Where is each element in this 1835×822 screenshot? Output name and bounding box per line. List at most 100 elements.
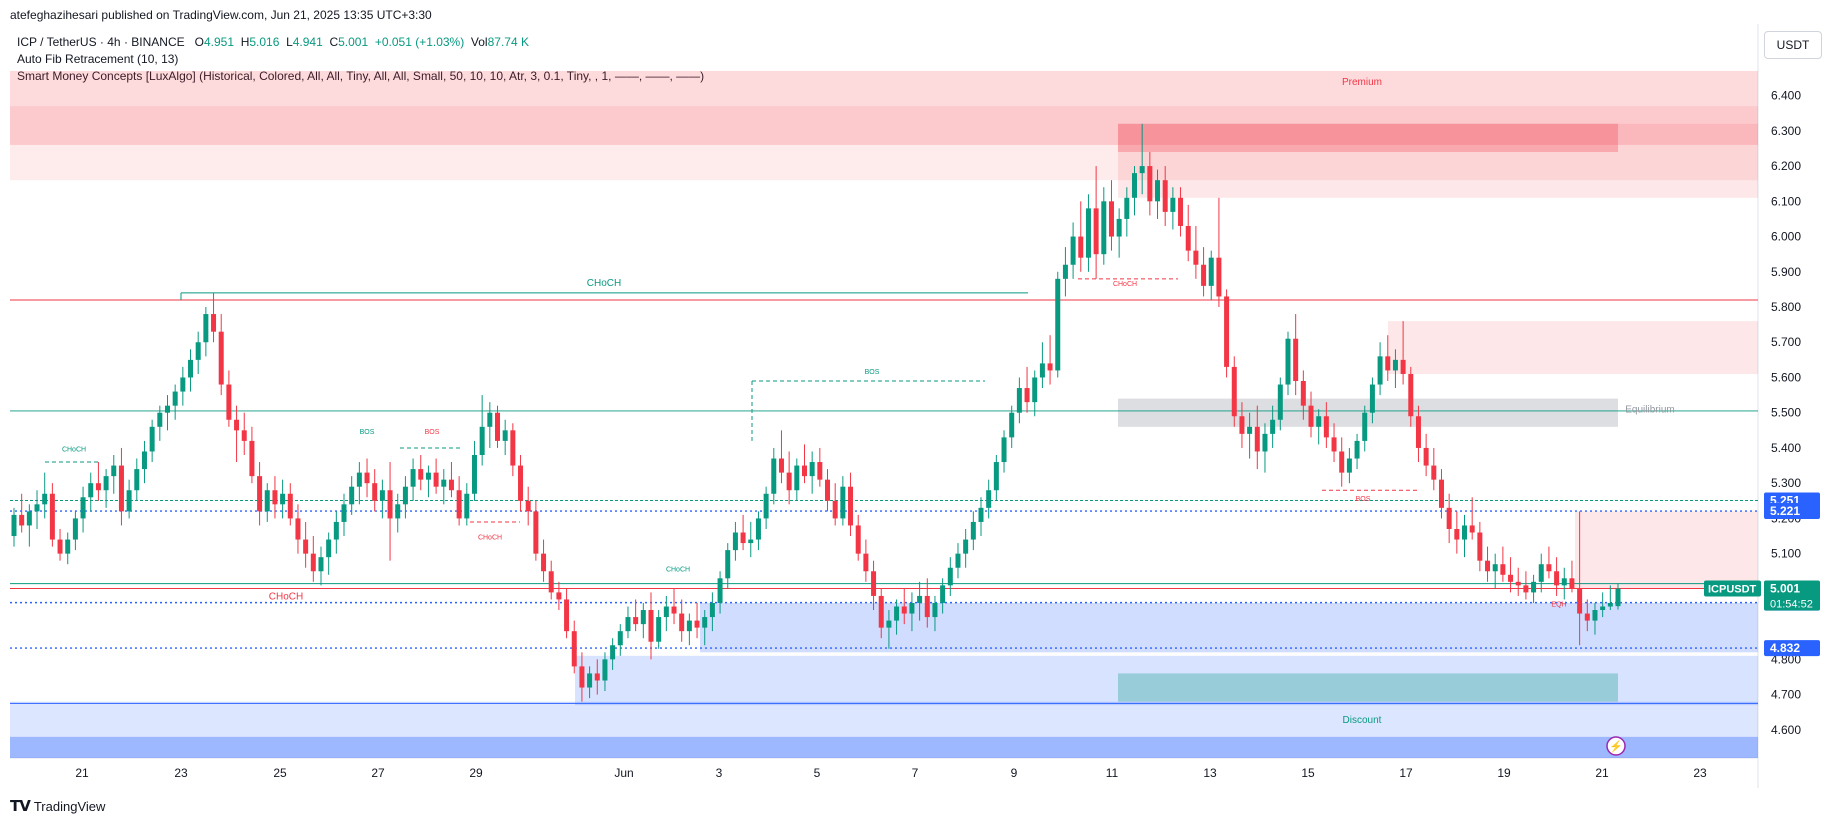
candle-body	[541, 553, 547, 572]
candle-body	[157, 412, 163, 427]
candle-body	[1254, 426, 1260, 452]
candle-body	[410, 469, 416, 487]
currency-button[interactable]: USDT	[1764, 31, 1822, 59]
candle-body	[1346, 458, 1352, 473]
candle-body	[1431, 465, 1437, 480]
candle-body	[1047, 363, 1053, 371]
annotation-bos: BOS	[360, 429, 375, 436]
candle-body	[717, 578, 723, 603]
candle-body	[141, 451, 147, 470]
candle-body	[1208, 257, 1214, 286]
candle-body	[65, 539, 71, 554]
candle-body	[1239, 416, 1245, 434]
candle-body	[1231, 366, 1237, 417]
bearish-order-block	[1118, 123, 1758, 198]
candle-body	[1538, 564, 1544, 582]
candle-body	[1085, 208, 1091, 258]
candle-body	[1531, 581, 1537, 593]
equilibrium-zone	[1118, 398, 1618, 427]
candle-body	[1515, 581, 1521, 586]
candle-body	[763, 493, 769, 519]
candle-body	[587, 673, 593, 688]
candle-body	[993, 462, 999, 491]
candle-body	[72, 518, 78, 540]
indicator-fib[interactable]: Auto Fib Retracement (10, 13)	[17, 52, 179, 66]
candle-body	[571, 631, 577, 667]
candles	[11, 123, 1621, 702]
current-price-tag: ICPUSDT 01:54:52	[1704, 580, 1813, 611]
candle-body	[95, 483, 101, 491]
x-tick-label: 21	[1595, 766, 1609, 780]
candle-body	[1400, 359, 1406, 374]
candle-body	[832, 500, 838, 519]
bearish-order-block-inner	[1118, 123, 1618, 152]
annotation-choch: CHoCH	[587, 278, 621, 289]
candle-body	[794, 465, 800, 491]
y-tick-label: 5.800	[1771, 300, 1801, 314]
candle-body	[1477, 532, 1483, 561]
candle-body	[594, 673, 600, 681]
chart-legend: ICP / TetherUS · 4h · BINANCE O4.951 H5.…	[17, 34, 704, 85]
candle-body	[1546, 564, 1552, 572]
premium-zone	[10, 70, 1758, 145]
y-tick-label: 6.300	[1771, 124, 1801, 138]
candle-body	[349, 486, 355, 505]
candle-body	[1293, 338, 1299, 382]
x-tick-label: 5	[814, 766, 821, 780]
candle-body	[103, 476, 109, 491]
symbol-tag-box	[1704, 580, 1761, 597]
y-tick-label: 5.500	[1771, 406, 1801, 420]
candle-body	[88, 483, 94, 498]
candle-body	[164, 405, 170, 413]
x-tick-label: 23	[174, 766, 188, 780]
candle-body	[886, 620, 892, 628]
candle-body	[663, 606, 669, 618]
price-label-5.001: 5.001	[1764, 580, 1820, 611]
candle-body	[533, 511, 539, 554]
candle-body	[901, 606, 907, 614]
candle-body	[11, 514, 17, 537]
candle-body	[986, 490, 992, 508]
candle-body	[303, 539, 309, 554]
candle-body	[755, 518, 761, 540]
y-tick-label: 4.600	[1771, 723, 1801, 737]
candle-body	[940, 585, 946, 603]
candle-body	[295, 518, 301, 540]
lightning-icon: ⚡	[1606, 736, 1626, 756]
y-tick-label: 4.700	[1771, 688, 1801, 702]
candle-body	[771, 458, 777, 494]
candle-body	[1454, 528, 1460, 540]
symbol-tag-text: ICPUSDT	[1708, 584, 1757, 596]
candle-body	[955, 553, 961, 568]
price-label-box	[1764, 640, 1820, 657]
symbol-label[interactable]: ICP / TetherUS · 4h · BINANCE	[17, 35, 185, 49]
price-label-4.832: 4.832	[1764, 640, 1820, 657]
candle-body	[871, 571, 877, 596]
indicator-smc[interactable]: Smart Money Concepts [LuxAlgo] (Historic…	[17, 68, 704, 85]
candle-body	[625, 617, 631, 632]
candle-body	[679, 613, 685, 632]
annotation-choch: CHoCH	[269, 591, 303, 602]
countdown-text: 01:54:52	[1770, 599, 1813, 611]
candle-body	[817, 462, 823, 480]
candle-body	[909, 602, 915, 614]
x-tick-label: 7	[912, 766, 919, 780]
candle-body	[1316, 416, 1322, 427]
candle-body	[671, 606, 677, 614]
candle-body	[1055, 278, 1061, 371]
candle-body	[441, 479, 447, 487]
candle-body	[970, 521, 976, 540]
candle-body	[402, 486, 408, 505]
lightning-icon-ring	[1606, 736, 1626, 756]
price-label-text: 5.221	[1770, 504, 1800, 518]
candle-body	[1001, 437, 1007, 463]
candle-body	[487, 412, 493, 427]
candle-body	[1170, 197, 1176, 212]
x-tick-label: 9	[1011, 766, 1018, 780]
y-tick-label: 5.900	[1771, 265, 1801, 279]
candle-body	[840, 486, 846, 519]
bearish-order-block-2	[1388, 321, 1758, 374]
y-tick-label: 5.100	[1771, 547, 1801, 561]
candle-body	[855, 525, 861, 554]
